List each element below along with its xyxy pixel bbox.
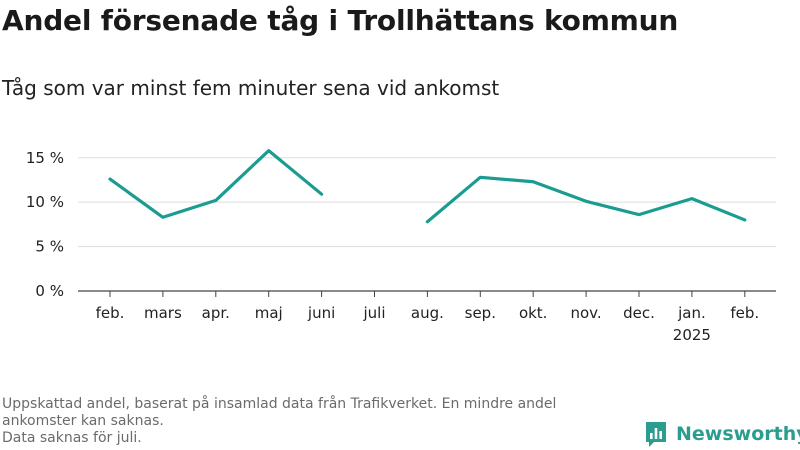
y-tick-label: 10 % (26, 193, 64, 211)
chart-title: Andel försenade tåg i Trollhättans kommu… (2, 4, 679, 37)
footnote-line-1: Uppskattad andel, baserat på insamlad da… (2, 396, 557, 429)
footnote: Uppskattad andel, baserat på insamlad da… (2, 396, 632, 447)
y-tick-label: 0 % (35, 282, 64, 300)
brand-name: Newsworthy (676, 423, 800, 445)
x-tick-label: juni (307, 304, 335, 322)
x-tick-sublabel: 2025 (673, 326, 711, 344)
newsworthy-logo-icon (646, 422, 666, 447)
x-tick-label: feb. (730, 304, 759, 322)
y-tick-label: 5 % (35, 238, 64, 256)
x-tick-label: juli (362, 304, 385, 322)
footnote-line-2: Data saknas för juli. (2, 430, 142, 446)
chart-subtitle: Tåg som var minst fem minuter sena vid a… (2, 76, 500, 100)
series-line (108, 149, 324, 219)
x-tick-label: jan. (677, 304, 706, 322)
series-line (425, 175, 747, 224)
x-tick-label: maj (255, 304, 283, 322)
x-tick-label: sep. (465, 304, 496, 322)
x-tick-label: nov. (571, 304, 602, 322)
x-tick-label: apr. (202, 304, 230, 322)
x-tick-label: mars (144, 304, 182, 322)
x-tick-label: aug. (411, 304, 444, 322)
x-tick-label: feb. (96, 304, 125, 322)
brand-logo: Newsworthy (644, 419, 800, 449)
x-tick-label: dec. (623, 304, 655, 322)
y-tick-label: 15 % (26, 149, 64, 167)
x-tick-label: okt. (519, 304, 548, 322)
